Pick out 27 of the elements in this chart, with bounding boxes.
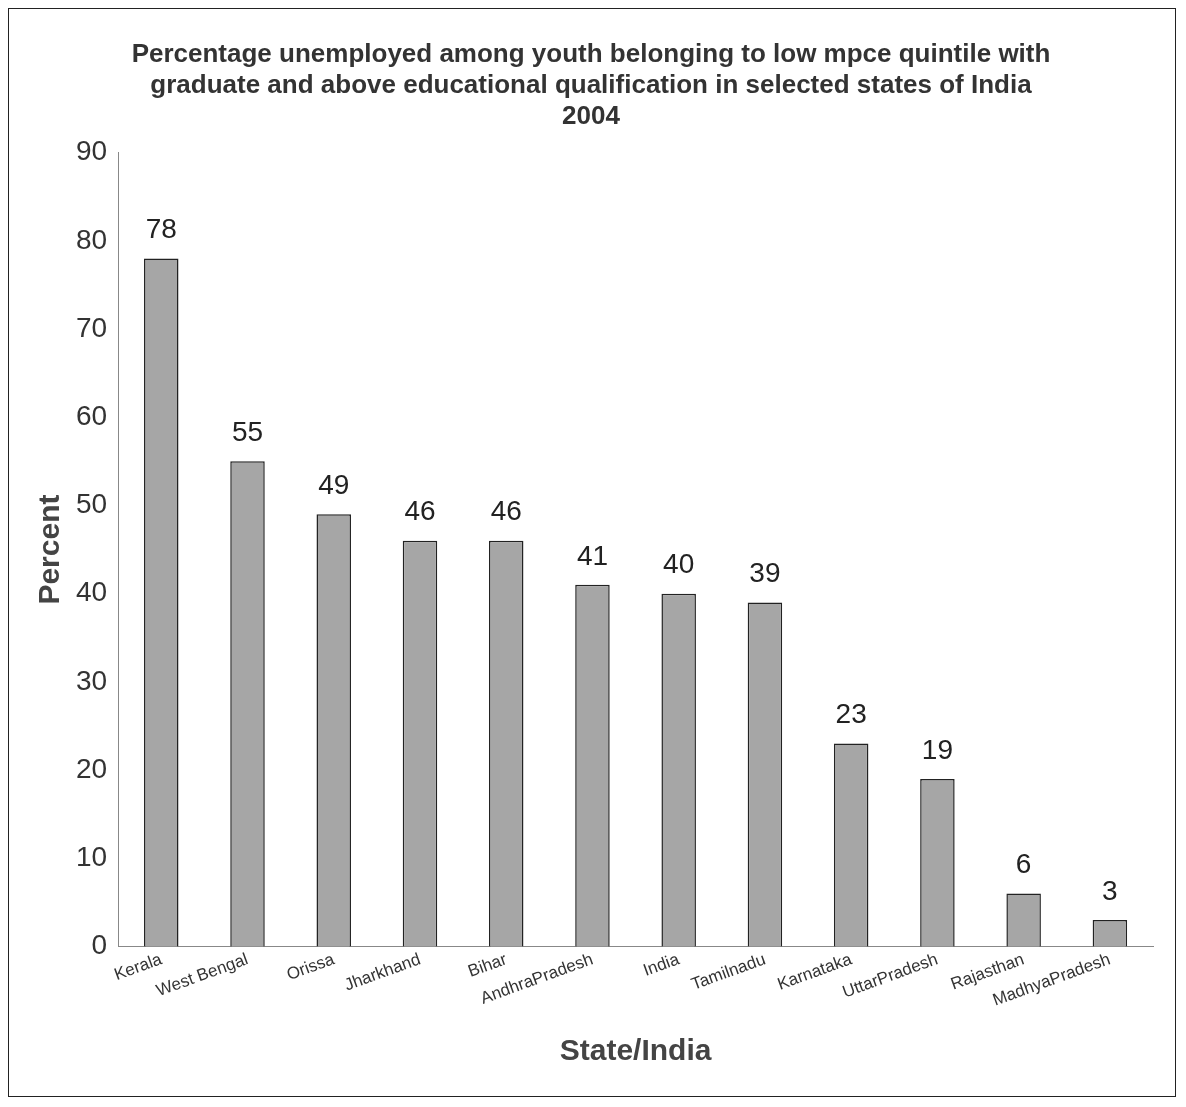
- y-tick-label: 30: [75, 664, 108, 696]
- data-label: 46: [490, 495, 522, 527]
- y-tick-label: 50: [75, 488, 108, 520]
- y-tick-label: 60: [75, 399, 108, 431]
- data-label: 49: [318, 468, 350, 500]
- data-label: 23: [835, 698, 867, 730]
- data-label: 39: [749, 557, 781, 589]
- x-axis-title: State/India: [559, 1033, 712, 1067]
- data-label: 40: [663, 548, 695, 580]
- data-label: 6: [1015, 848, 1032, 880]
- data-label: 78: [145, 213, 177, 245]
- x-tick-label: Orissa: [284, 949, 338, 985]
- x-tick-label: India: [640, 949, 683, 980]
- y-axis-title: Percent: [32, 494, 66, 605]
- y-tick-label: 70: [75, 311, 108, 343]
- data-label: 46: [404, 495, 436, 527]
- data-label: 55: [231, 416, 264, 448]
- y-tick-label: 10: [75, 841, 108, 872]
- y-tick-label: 20: [75, 752, 108, 784]
- data-label: 3: [1102, 874, 1118, 906]
- y-tick-label: 0: [91, 929, 108, 961]
- y-tick-label: 90: [75, 135, 108, 167]
- chart-title: Percentage unemployed among youth belonging to low mpce quintile with graduate and above educational qualification in selected states of India 2004: [131, 37, 1051, 131]
- data-label: 19: [921, 733, 953, 765]
- data-label: 41: [576, 539, 609, 571]
- y-tick-label: 40: [75, 576, 108, 608]
- y-tick-label: 80: [75, 223, 108, 255]
